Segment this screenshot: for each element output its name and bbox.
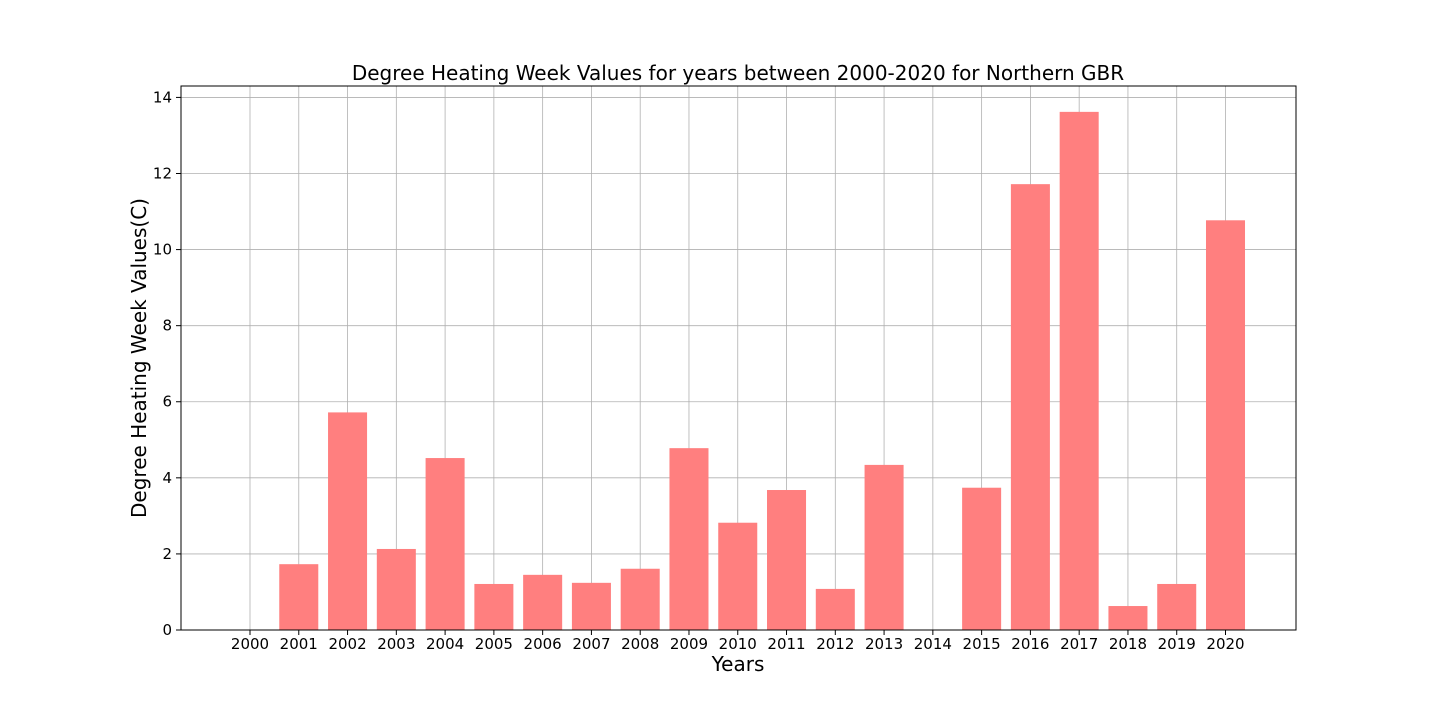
x-tick-label: 2010 (719, 635, 757, 653)
y-axis-ticks: 0 2 4 6 8 10 12 14 (153, 88, 181, 639)
bars (279, 111, 1246, 630)
bar-2012 (815, 588, 855, 630)
bar-2002 (328, 412, 368, 630)
y-tick-label: 2 (162, 545, 172, 563)
y-axis-label: Degree Heating Week Values(C) (127, 198, 151, 518)
bar-2018 (1108, 606, 1148, 630)
x-tick-label: 2005 (475, 635, 513, 653)
x-tick-label: 2009 (670, 635, 708, 653)
bar-2015 (962, 487, 1002, 630)
x-tick-label: 2018 (1109, 635, 1147, 653)
x-tick-label: 2008 (621, 635, 659, 653)
bar-2005 (474, 583, 514, 630)
bar-2010 (718, 522, 758, 630)
bar-2001 (279, 564, 319, 630)
y-tick-label: 0 (162, 621, 172, 639)
x-tick-label: 2003 (377, 635, 415, 653)
bar-2006 (523, 574, 563, 630)
x-tick-label: 2019 (1158, 635, 1196, 653)
x-tick-label: 2001 (280, 635, 318, 653)
y-tick-label: 10 (153, 241, 172, 259)
x-tick-label: 2017 (1060, 635, 1098, 653)
x-tick-label: 2016 (1011, 635, 1049, 653)
bar-2019 (1157, 583, 1197, 630)
bar-2017 (1059, 111, 1099, 630)
x-tick-label: 2006 (524, 635, 562, 653)
x-tick-label: 2011 (767, 635, 805, 653)
bar-2020 (1205, 220, 1246, 630)
chart-title: Degree Heating Week Values for years bet… (352, 61, 1124, 85)
bar-2011 (767, 490, 807, 630)
bar-2008 (620, 568, 660, 630)
bar-2004 (425, 458, 465, 630)
x-tick-label: 2013 (865, 635, 903, 653)
x-tick-label: 2015 (963, 635, 1001, 653)
x-tick-label: 2020 (1206, 635, 1244, 653)
x-tick-label: 2004 (426, 635, 464, 653)
y-tick-label: 4 (162, 469, 172, 487)
bar-2009 (669, 448, 709, 630)
x-axis-label: Years (711, 652, 765, 676)
plot-frame (180, 85, 1297, 631)
x-tick-label: 2002 (328, 635, 366, 653)
x-axis-ticks: 2000 2001 2002 2003 2004 2005 2006 2007 2008 2009… (231, 630, 1245, 653)
x-tick-label: 2012 (816, 635, 854, 653)
x-tick-label: 2014 (914, 635, 952, 653)
x-tick-label: 2007 (572, 635, 610, 653)
y-tick-label: 14 (153, 88, 172, 106)
y-tick-label: 8 (162, 317, 172, 335)
x-tick-label: 2000 (231, 635, 269, 653)
y-tick-label: 6 (162, 393, 172, 411)
bar-2016 (1010, 184, 1050, 630)
bar-2007 (571, 582, 611, 630)
y-tick-label: 12 (153, 164, 172, 182)
bar-2003 (376, 548, 416, 630)
bar-2013 (864, 464, 904, 630)
